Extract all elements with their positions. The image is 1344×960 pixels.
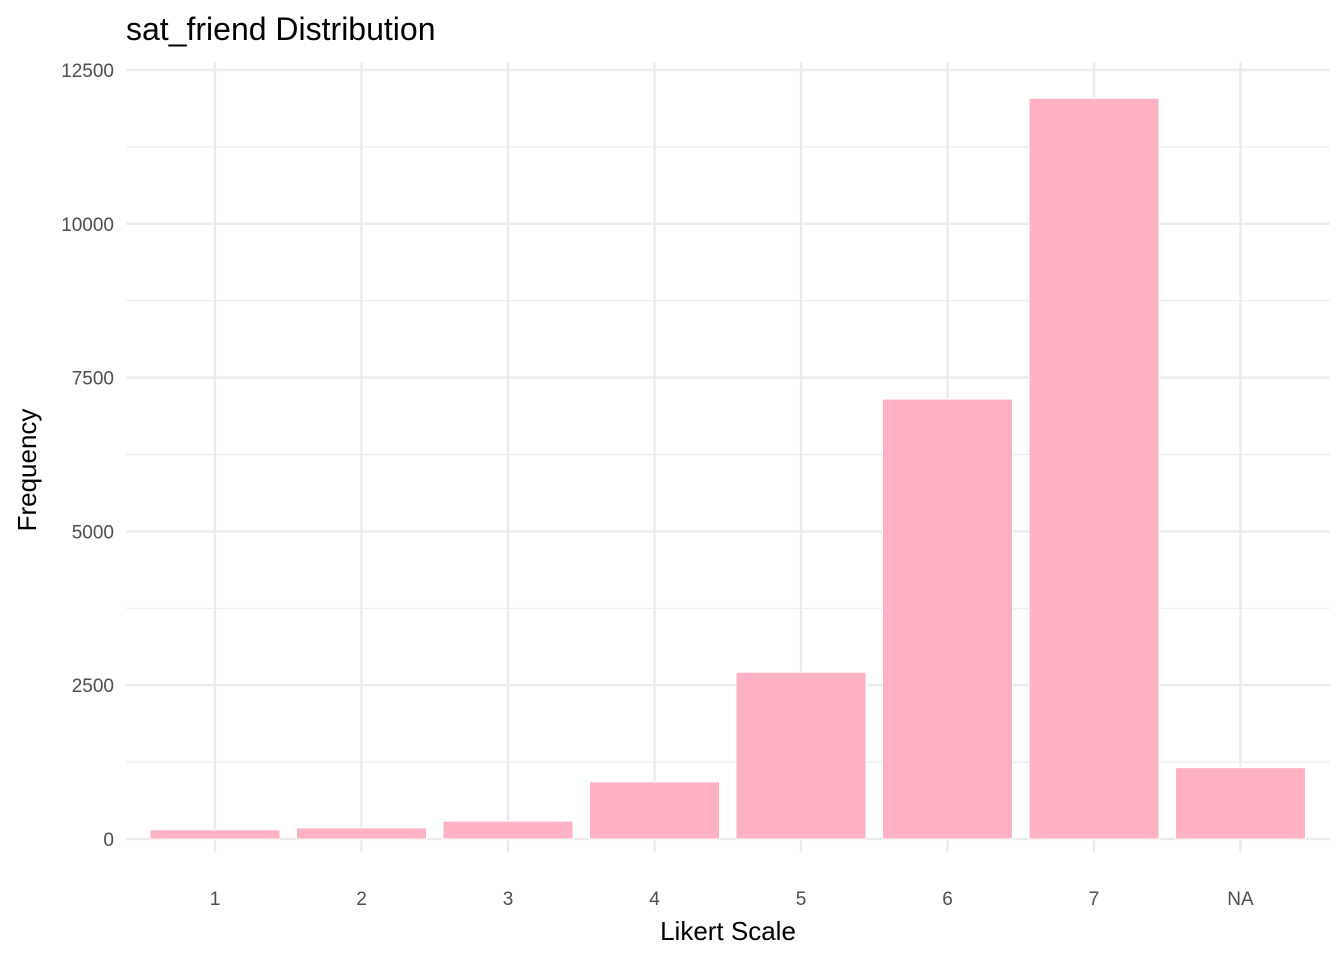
x-tick-label: NA [1227,889,1254,910]
x-tick-label: 2 [356,889,367,910]
x-tick-label: 4 [649,889,660,910]
x-tick-label: 1 [210,889,221,910]
x-axis-ticks: 1 2 3 4 5 6 7 NA [210,889,1254,910]
y-tick-label: 2500 [72,676,114,697]
y-tick-label: 5000 [72,522,114,543]
bar-2 [296,827,427,840]
bar-6 [882,398,1013,840]
x-tick-label: 6 [942,889,953,910]
x-tick-label: 3 [503,889,514,910]
bar-7 [1028,97,1160,840]
y-tick-label: 10000 [61,215,114,236]
y-tick-label: 7500 [72,369,114,390]
x-axis-title: Likert Scale [660,916,796,946]
x-tick-label: 7 [1089,889,1100,910]
bars [149,97,1306,840]
bar-5 [735,671,867,840]
y-tick-label: 12500 [61,61,114,82]
chart-title: sat_friend Distribution [126,11,435,47]
y-axis-title: Frequency [12,409,42,532]
bar-1 [149,829,281,840]
x-tick-label: 5 [796,889,807,910]
y-tick-label: 0 [103,830,114,851]
bar-NA [1175,767,1306,840]
bar-4 [589,781,720,840]
y-axis-ticks: 0 2500 5000 7500 10000 12500 [61,61,114,851]
bar-3 [442,820,574,840]
